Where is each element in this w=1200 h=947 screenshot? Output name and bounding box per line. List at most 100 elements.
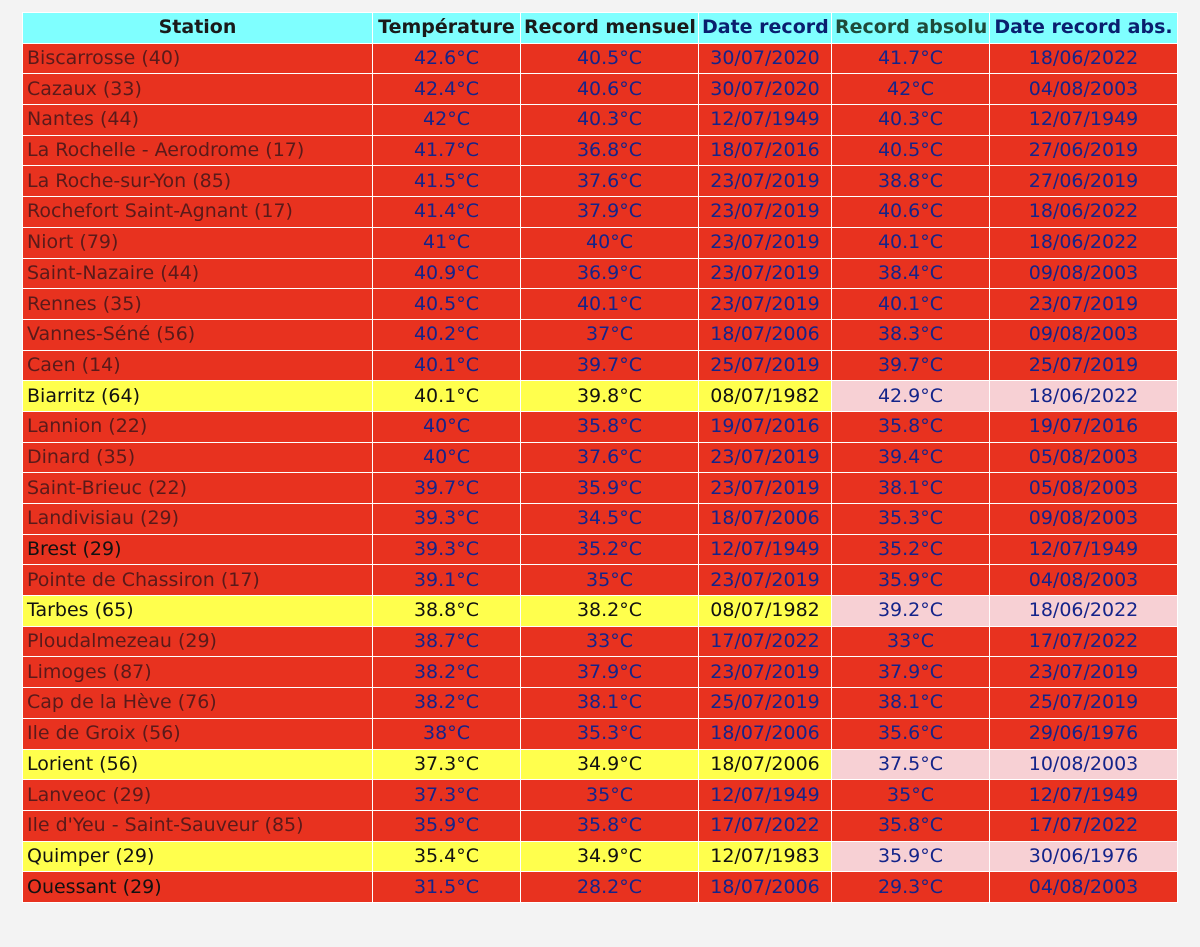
station-cell: Rennes (35) xyxy=(22,288,373,320)
table-row: Quimper (29) 35.4°C 34.9°C 12/07/1983 35.9°C… xyxy=(22,840,1178,873)
table-row: Niort (79) 41°C 40°C 23/07/2019 40.1°C 18/06/… xyxy=(22,226,1178,259)
date-record-cell: 23/07/2019 xyxy=(698,257,832,290)
table-row: Ploudalmezeau (29) 38.7°C 33°C 17/07/2022 33… xyxy=(22,625,1178,658)
table-row: Lannion (22) 40°C 35.8°C 19/07/2016 35.8°C 19… xyxy=(22,410,1178,443)
date-record-cell: 08/07/1982 xyxy=(698,595,832,627)
record-mensuel-cell: 34.9°C xyxy=(520,748,699,781)
station-cell: Ile d'Yeu - Saint-Sauveur (85) xyxy=(22,809,373,842)
record-absolu-cell: 29.3°C xyxy=(831,871,990,903)
header-record-absolu: Record absolu xyxy=(831,12,990,44)
records-table-container: Station Température Record mensuel Date … xyxy=(22,12,1178,903)
table-row: Rochefort Saint-Agnant (17) 41.4°C 37.9°C 2… xyxy=(22,196,1178,228)
station-cell: Niort (79) xyxy=(22,226,373,259)
date-record-cell: 30/07/2020 xyxy=(698,42,832,75)
temperature-cell: 38.7°C xyxy=(372,625,521,658)
station-cell: Ouessant (29) xyxy=(22,871,373,903)
temperature-cell: 41.4°C xyxy=(372,196,521,228)
date-record-cell: 18/07/2006 xyxy=(698,871,832,903)
date-record-abs-cell: 25/07/2019 xyxy=(989,349,1178,382)
station-cell: Ile de Groix (56) xyxy=(22,717,373,750)
record-mensuel-cell: 40.5°C xyxy=(520,42,699,75)
record-absolu-cell: 35.2°C xyxy=(831,533,990,566)
station-cell: Cap de la Hève (76) xyxy=(22,687,373,719)
date-record-cell: 23/07/2019 xyxy=(698,441,832,474)
table-row: Lorient (56) 37.3°C 34.9°C 18/07/2006 37.5°C… xyxy=(22,748,1178,781)
record-mensuel-cell: 33°C xyxy=(520,625,699,658)
date-record-abs-cell: 04/08/2003 xyxy=(989,871,1178,903)
record-absolu-cell: 38.1°C xyxy=(831,687,990,719)
header-station: Station xyxy=(22,12,373,44)
record-absolu-cell: 37.9°C xyxy=(831,656,990,689)
table-row: Caen (14) 40.1°C 39.7°C 25/07/2019 39.7°C 25/… xyxy=(22,349,1178,382)
temperature-records-table: Station Température Record mensuel Date … xyxy=(22,12,1178,903)
table-row: La Rochelle - Aerodrome (17) 41.7°C 36.8°C… xyxy=(22,134,1178,167)
record-mensuel-cell: 35.2°C xyxy=(520,533,699,566)
header-record-mensuel: Record mensuel xyxy=(520,12,699,44)
record-absolu-cell: 35.8°C xyxy=(831,410,990,443)
record-mensuel-cell: 39.7°C xyxy=(520,349,699,382)
temperature-cell: 39.3°C xyxy=(372,533,521,566)
header-date-record-abs: Date record abs. xyxy=(989,12,1178,44)
date-record-cell: 18/07/2006 xyxy=(698,748,832,781)
table-row: Rennes (35) 40.5°C 40.1°C 23/07/2019 40.1°C 2… xyxy=(22,288,1178,320)
table-row: Brest (29) 39.3°C 35.2°C 12/07/1949 35.2°C 12… xyxy=(22,533,1178,566)
record-mensuel-cell: 37.6°C xyxy=(520,165,699,198)
date-record-abs-cell: 30/06/1976 xyxy=(989,840,1178,873)
table-row: Ile d'Yeu - Saint-Sauveur (85) 35.9°C 35.8… xyxy=(22,809,1178,842)
date-record-cell: 12/07/1949 xyxy=(698,104,832,136)
station-cell: Tarbes (65) xyxy=(22,595,373,627)
date-record-abs-cell: 25/07/2019 xyxy=(989,687,1178,719)
temperature-cell: 42.6°C xyxy=(372,42,521,75)
record-absolu-cell: 35.3°C xyxy=(831,503,990,535)
table-row: Biarritz (64) 40.1°C 39.8°C 08/07/1982 42.9°… xyxy=(22,380,1178,412)
record-absolu-cell: 33°C xyxy=(831,625,990,658)
date-record-cell: 12/07/1949 xyxy=(698,533,832,566)
date-record-abs-cell: 05/08/2003 xyxy=(989,441,1178,474)
table-row: Tarbes (65) 38.8°C 38.2°C 08/07/1982 39.2°C 1… xyxy=(22,595,1178,627)
station-cell: Lorient (56) xyxy=(22,748,373,781)
date-record-abs-cell: 29/06/1976 xyxy=(989,717,1178,750)
record-absolu-cell: 40.6°C xyxy=(831,196,990,228)
header-row: Station Température Record mensuel Date … xyxy=(22,12,1178,44)
record-absolu-cell: 40.1°C xyxy=(831,288,990,320)
date-record-cell: 17/07/2022 xyxy=(698,625,832,658)
record-absolu-cell: 35.9°C xyxy=(831,564,990,597)
station-cell: Vannes-Séné (56) xyxy=(22,318,373,351)
record-mensuel-cell: 35.9°C xyxy=(520,472,699,504)
temperature-cell: 40.1°C xyxy=(372,380,521,412)
date-record-cell: 30/07/2020 xyxy=(698,73,832,106)
station-cell: Pointe de Chassiron (17) xyxy=(22,564,373,597)
station-cell: Dinard (35) xyxy=(22,441,373,474)
record-mensuel-cell: 38.2°C xyxy=(520,595,699,627)
date-record-cell: 08/07/1982 xyxy=(698,380,832,412)
record-absolu-cell: 39.7°C xyxy=(831,349,990,382)
table-row: Biscarrosse (40) 42.6°C 40.5°C 30/07/2020 41… xyxy=(22,42,1178,75)
table-row: Pointe de Chassiron (17) 39.1°C 35°C 23/07/… xyxy=(22,564,1178,597)
date-record-cell: 18/07/2006 xyxy=(698,318,832,351)
station-cell: Saint-Nazaire (44) xyxy=(22,257,373,290)
date-record-abs-cell: 27/06/2019 xyxy=(989,134,1178,167)
date-record-abs-cell: 19/07/2016 xyxy=(989,410,1178,443)
record-mensuel-cell: 35.8°C xyxy=(520,410,699,443)
record-absolu-cell: 38.1°C xyxy=(831,472,990,504)
date-record-abs-cell: 12/07/1949 xyxy=(989,104,1178,136)
date-record-cell: 25/07/2019 xyxy=(698,349,832,382)
date-record-abs-cell: 10/08/2003 xyxy=(989,748,1178,781)
table-body: Biscarrosse (40) 42.6°C 40.5°C 30/07/2020 41… xyxy=(22,42,1178,903)
record-mensuel-cell: 40.6°C xyxy=(520,73,699,106)
record-absolu-cell: 35.9°C xyxy=(831,840,990,873)
date-record-abs-cell: 12/07/1949 xyxy=(989,533,1178,566)
date-record-cell: 18/07/2006 xyxy=(698,717,832,750)
record-mensuel-cell: 37.9°C xyxy=(520,656,699,689)
temperature-cell: 40°C xyxy=(372,410,521,443)
date-record-abs-cell: 17/07/2022 xyxy=(989,625,1178,658)
date-record-abs-cell: 18/06/2022 xyxy=(989,380,1178,412)
record-absolu-cell: 40.1°C xyxy=(831,226,990,259)
temperature-cell: 42.4°C xyxy=(372,73,521,106)
date-record-abs-cell: 04/08/2003 xyxy=(989,564,1178,597)
station-cell: Brest (29) xyxy=(22,533,373,566)
station-cell: Limoges (87) xyxy=(22,656,373,689)
date-record-cell: 23/07/2019 xyxy=(698,288,832,320)
temperature-cell: 31.5°C xyxy=(372,871,521,903)
date-record-abs-cell: 17/07/2022 xyxy=(989,809,1178,842)
